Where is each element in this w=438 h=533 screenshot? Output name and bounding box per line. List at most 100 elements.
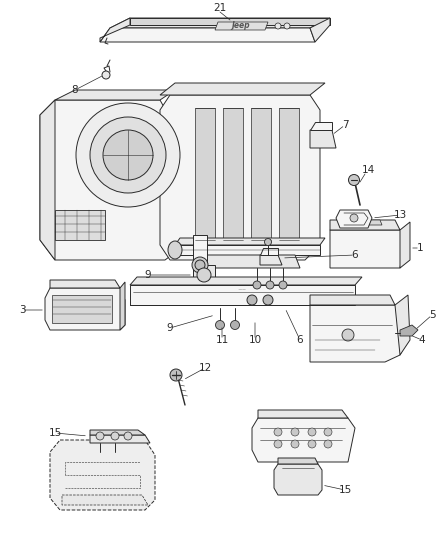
Polygon shape bbox=[336, 210, 372, 228]
Polygon shape bbox=[195, 255, 300, 268]
Circle shape bbox=[291, 440, 299, 448]
Text: Jeep: Jeep bbox=[232, 21, 250, 30]
Polygon shape bbox=[50, 280, 120, 288]
Circle shape bbox=[291, 428, 299, 436]
Polygon shape bbox=[50, 440, 155, 510]
Polygon shape bbox=[195, 108, 215, 240]
Circle shape bbox=[192, 257, 208, 273]
Circle shape bbox=[124, 432, 132, 440]
Text: 6: 6 bbox=[297, 335, 303, 345]
Polygon shape bbox=[62, 495, 148, 505]
Circle shape bbox=[308, 440, 316, 448]
Circle shape bbox=[90, 117, 166, 193]
Ellipse shape bbox=[168, 241, 182, 259]
Circle shape bbox=[103, 130, 153, 180]
Circle shape bbox=[253, 281, 261, 289]
Circle shape bbox=[266, 281, 274, 289]
Polygon shape bbox=[193, 265, 215, 285]
Polygon shape bbox=[175, 245, 320, 255]
Polygon shape bbox=[258, 410, 348, 418]
Text: 9: 9 bbox=[145, 270, 151, 280]
Text: 4: 4 bbox=[419, 335, 425, 345]
Polygon shape bbox=[395, 295, 410, 355]
Polygon shape bbox=[260, 255, 282, 265]
Text: 7: 7 bbox=[342, 120, 348, 130]
Text: 13: 13 bbox=[393, 210, 406, 220]
Text: 12: 12 bbox=[198, 363, 212, 373]
Circle shape bbox=[102, 71, 110, 79]
Polygon shape bbox=[215, 22, 268, 30]
Polygon shape bbox=[310, 122, 332, 130]
Polygon shape bbox=[400, 325, 418, 336]
Polygon shape bbox=[400, 222, 410, 268]
Circle shape bbox=[275, 23, 281, 29]
Text: 8: 8 bbox=[72, 85, 78, 95]
Polygon shape bbox=[252, 418, 355, 462]
Polygon shape bbox=[52, 295, 112, 323]
Circle shape bbox=[265, 238, 272, 246]
Circle shape bbox=[247, 295, 257, 305]
Polygon shape bbox=[330, 230, 405, 268]
Circle shape bbox=[111, 432, 119, 440]
Polygon shape bbox=[310, 295, 395, 305]
Polygon shape bbox=[130, 18, 330, 25]
Polygon shape bbox=[193, 235, 207, 278]
Circle shape bbox=[197, 268, 211, 282]
Text: 10: 10 bbox=[248, 335, 261, 345]
Polygon shape bbox=[330, 220, 400, 230]
Circle shape bbox=[170, 369, 182, 381]
Polygon shape bbox=[175, 238, 325, 245]
Polygon shape bbox=[110, 18, 330, 28]
Circle shape bbox=[195, 260, 205, 270]
Circle shape bbox=[76, 103, 180, 207]
Text: 1: 1 bbox=[417, 243, 423, 253]
Polygon shape bbox=[130, 285, 355, 305]
Text: 3: 3 bbox=[19, 305, 25, 315]
Polygon shape bbox=[120, 282, 125, 330]
Polygon shape bbox=[310, 305, 408, 362]
Circle shape bbox=[215, 320, 225, 329]
Polygon shape bbox=[353, 220, 382, 225]
Polygon shape bbox=[100, 28, 315, 42]
Polygon shape bbox=[160, 95, 320, 260]
Polygon shape bbox=[251, 108, 271, 240]
Polygon shape bbox=[223, 108, 243, 240]
Polygon shape bbox=[278, 458, 318, 464]
Polygon shape bbox=[160, 83, 325, 95]
Circle shape bbox=[263, 295, 273, 305]
Polygon shape bbox=[310, 18, 330, 42]
Text: 9: 9 bbox=[167, 323, 173, 333]
Polygon shape bbox=[274, 464, 322, 495]
Polygon shape bbox=[45, 288, 125, 330]
Text: 6: 6 bbox=[352, 250, 358, 260]
Text: 5: 5 bbox=[429, 310, 435, 320]
Circle shape bbox=[324, 440, 332, 448]
Polygon shape bbox=[55, 210, 105, 240]
Circle shape bbox=[274, 428, 282, 436]
Circle shape bbox=[96, 432, 104, 440]
Polygon shape bbox=[130, 277, 362, 285]
Text: 21: 21 bbox=[213, 3, 226, 13]
Circle shape bbox=[279, 281, 287, 289]
Circle shape bbox=[350, 214, 358, 222]
Circle shape bbox=[274, 440, 282, 448]
Polygon shape bbox=[310, 130, 336, 148]
Polygon shape bbox=[55, 90, 175, 100]
Polygon shape bbox=[90, 435, 150, 443]
Circle shape bbox=[308, 428, 316, 436]
Circle shape bbox=[324, 428, 332, 436]
Polygon shape bbox=[40, 100, 55, 260]
Polygon shape bbox=[90, 430, 145, 435]
Text: 11: 11 bbox=[215, 335, 229, 345]
Polygon shape bbox=[40, 100, 185, 260]
Circle shape bbox=[284, 23, 290, 29]
Text: 14: 14 bbox=[361, 165, 374, 175]
Polygon shape bbox=[260, 248, 278, 255]
Circle shape bbox=[349, 174, 360, 185]
Circle shape bbox=[342, 329, 354, 341]
Circle shape bbox=[230, 320, 240, 329]
Text: ~~: ~~ bbox=[237, 287, 247, 293]
Polygon shape bbox=[100, 18, 130, 42]
Text: 15: 15 bbox=[48, 428, 62, 438]
Text: 15: 15 bbox=[339, 485, 352, 495]
